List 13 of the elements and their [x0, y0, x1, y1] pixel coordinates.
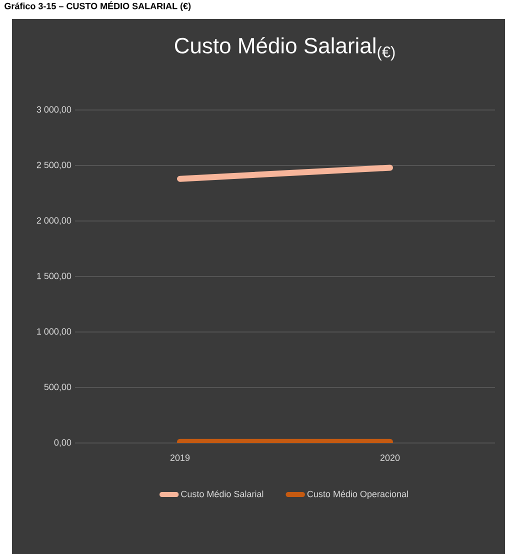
y-tick-label: 3 000,00 — [36, 106, 72, 114]
chart-title: Custo Médio Salarial$_{(€)}$ — [174, 37, 395, 60]
y-tick-label: 1 500,00 — [37, 272, 72, 280]
y-tick-label: 1 000,00 — [37, 328, 72, 336]
y-tick-label: 2 500,00 — [36, 162, 72, 170]
legend-label: Custo Médio Salarial — [181, 490, 264, 498]
x-tick-label: 2020 — [380, 454, 400, 461]
y-tick-label: 500,00 — [44, 384, 72, 392]
y-tick-label: 0,00 — [54, 439, 72, 447]
x-tick-label: 2019 — [170, 454, 190, 461]
text: Gráfico 3-15 – CUSTO MÉDIO SALARIAL (€) — [4, 1, 191, 12]
y-tick-label: 2 000,00 — [36, 217, 72, 225]
legend-label: Custo Médio Operacional — [307, 490, 408, 499]
